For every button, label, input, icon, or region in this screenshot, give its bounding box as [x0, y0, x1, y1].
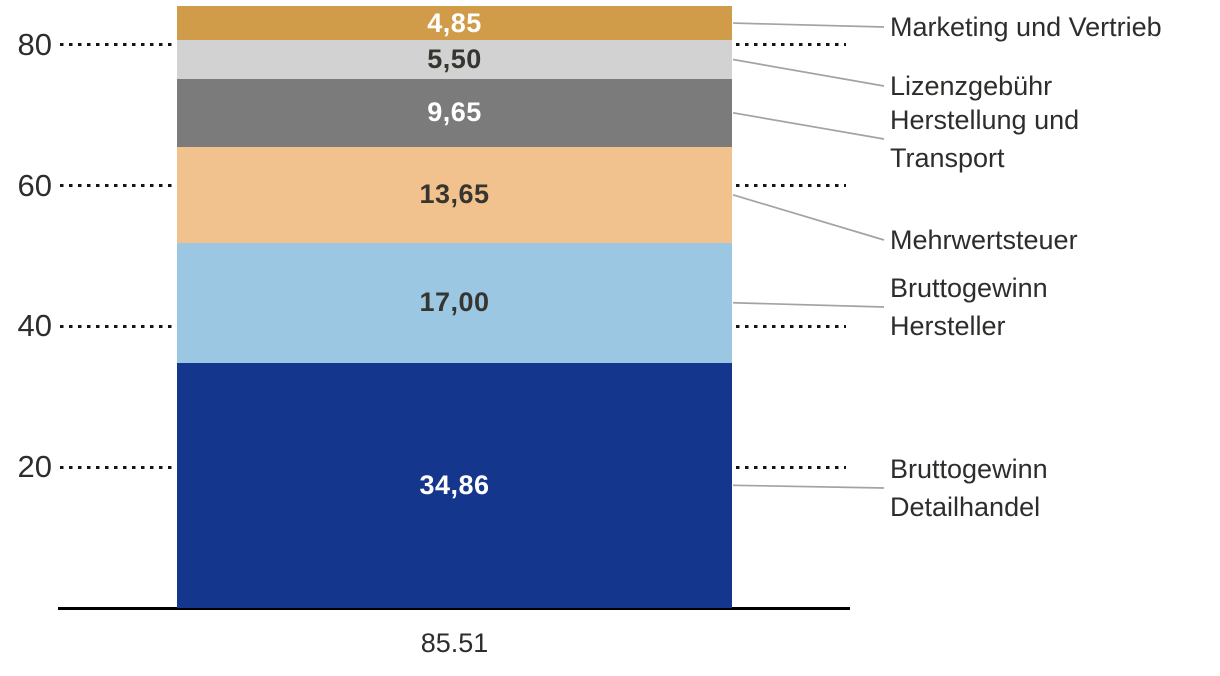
dotted-gridline-left-60: [60, 184, 174, 188]
segment-value-label-herstellung-und-transport: 9,65: [427, 97, 482, 128]
segment-value-label-mehrwertsteuer: 13,65: [419, 179, 490, 210]
dotted-gridline-left-40: [60, 324, 174, 328]
callout-label-bruttogewinn-detailhandel: Bruttogewinn Detailhandel: [890, 454, 1048, 522]
callout-label-bruttogewinn-hersteller: Bruttogewinn Hersteller: [890, 273, 1048, 341]
leader-line-herstellung-und-transport: [732, 112, 885, 140]
segment-value-label-marketing-und-vertrieb: 4,85: [427, 7, 482, 38]
dotted-gridline-right-40: [736, 324, 846, 328]
y-tick-label-20: 20: [17, 449, 52, 485]
callout-label-mehrwertsteuer: Mehrwertsteuer: [890, 225, 1078, 255]
bar-segment-bruttogewinn-detailhandel: 34,86: [177, 362, 732, 608]
segment-value-label-bruttogewinn-hersteller: 17,00: [419, 287, 490, 318]
segment-value-label-lizenzgebuhr: 5,50: [427, 44, 482, 74]
dotted-gridline-right-60: [736, 184, 846, 188]
leader-line-bruttogewinn-detailhandel: [732, 484, 885, 489]
bar-segment-lizenzgebuhr: 5,50: [177, 40, 732, 79]
bar-segment-marketing-und-vertrieb: 4,85: [177, 6, 732, 41]
leader-line-lizenzgebuhr: [732, 58, 885, 87]
callout-label-herstellung-und-transport: Herstellung und Transport: [890, 105, 1080, 173]
leader-line-mehrwertsteuer: [732, 194, 885, 241]
segment-value-label-bruttogewinn-detailhandel: 34,86: [419, 469, 490, 500]
dotted-gridline-right-80: [736, 43, 846, 47]
y-tick-label-40: 40: [17, 308, 52, 344]
bar-segment-herstellung-und-transport: 9,65: [177, 78, 732, 147]
x-axis-tick-label: 85.51: [420, 628, 489, 658]
bar-segment-mehrwertsteuer: 13,65: [177, 146, 732, 243]
y-tick-label-60: 60: [17, 167, 52, 203]
dotted-gridline-left-80: [60, 43, 174, 47]
bar-segment-bruttogewinn-hersteller: 17,00: [177, 242, 732, 363]
dotted-gridline-left-20: [60, 465, 174, 469]
leader-line-marketing-und-vertrieb: [732, 22, 885, 28]
callout-label-marketing-und-vertrieb: Marketing und Vertrieb: [890, 12, 1162, 42]
callout-label-lizenzgebuhr: Lizenzgebühr: [890, 71, 1053, 101]
leader-line-bruttogewinn-hersteller: [732, 301, 885, 308]
dotted-gridline-right-20: [736, 465, 846, 469]
x-axis-line: [58, 607, 850, 610]
y-tick-label-80: 80: [17, 26, 52, 62]
